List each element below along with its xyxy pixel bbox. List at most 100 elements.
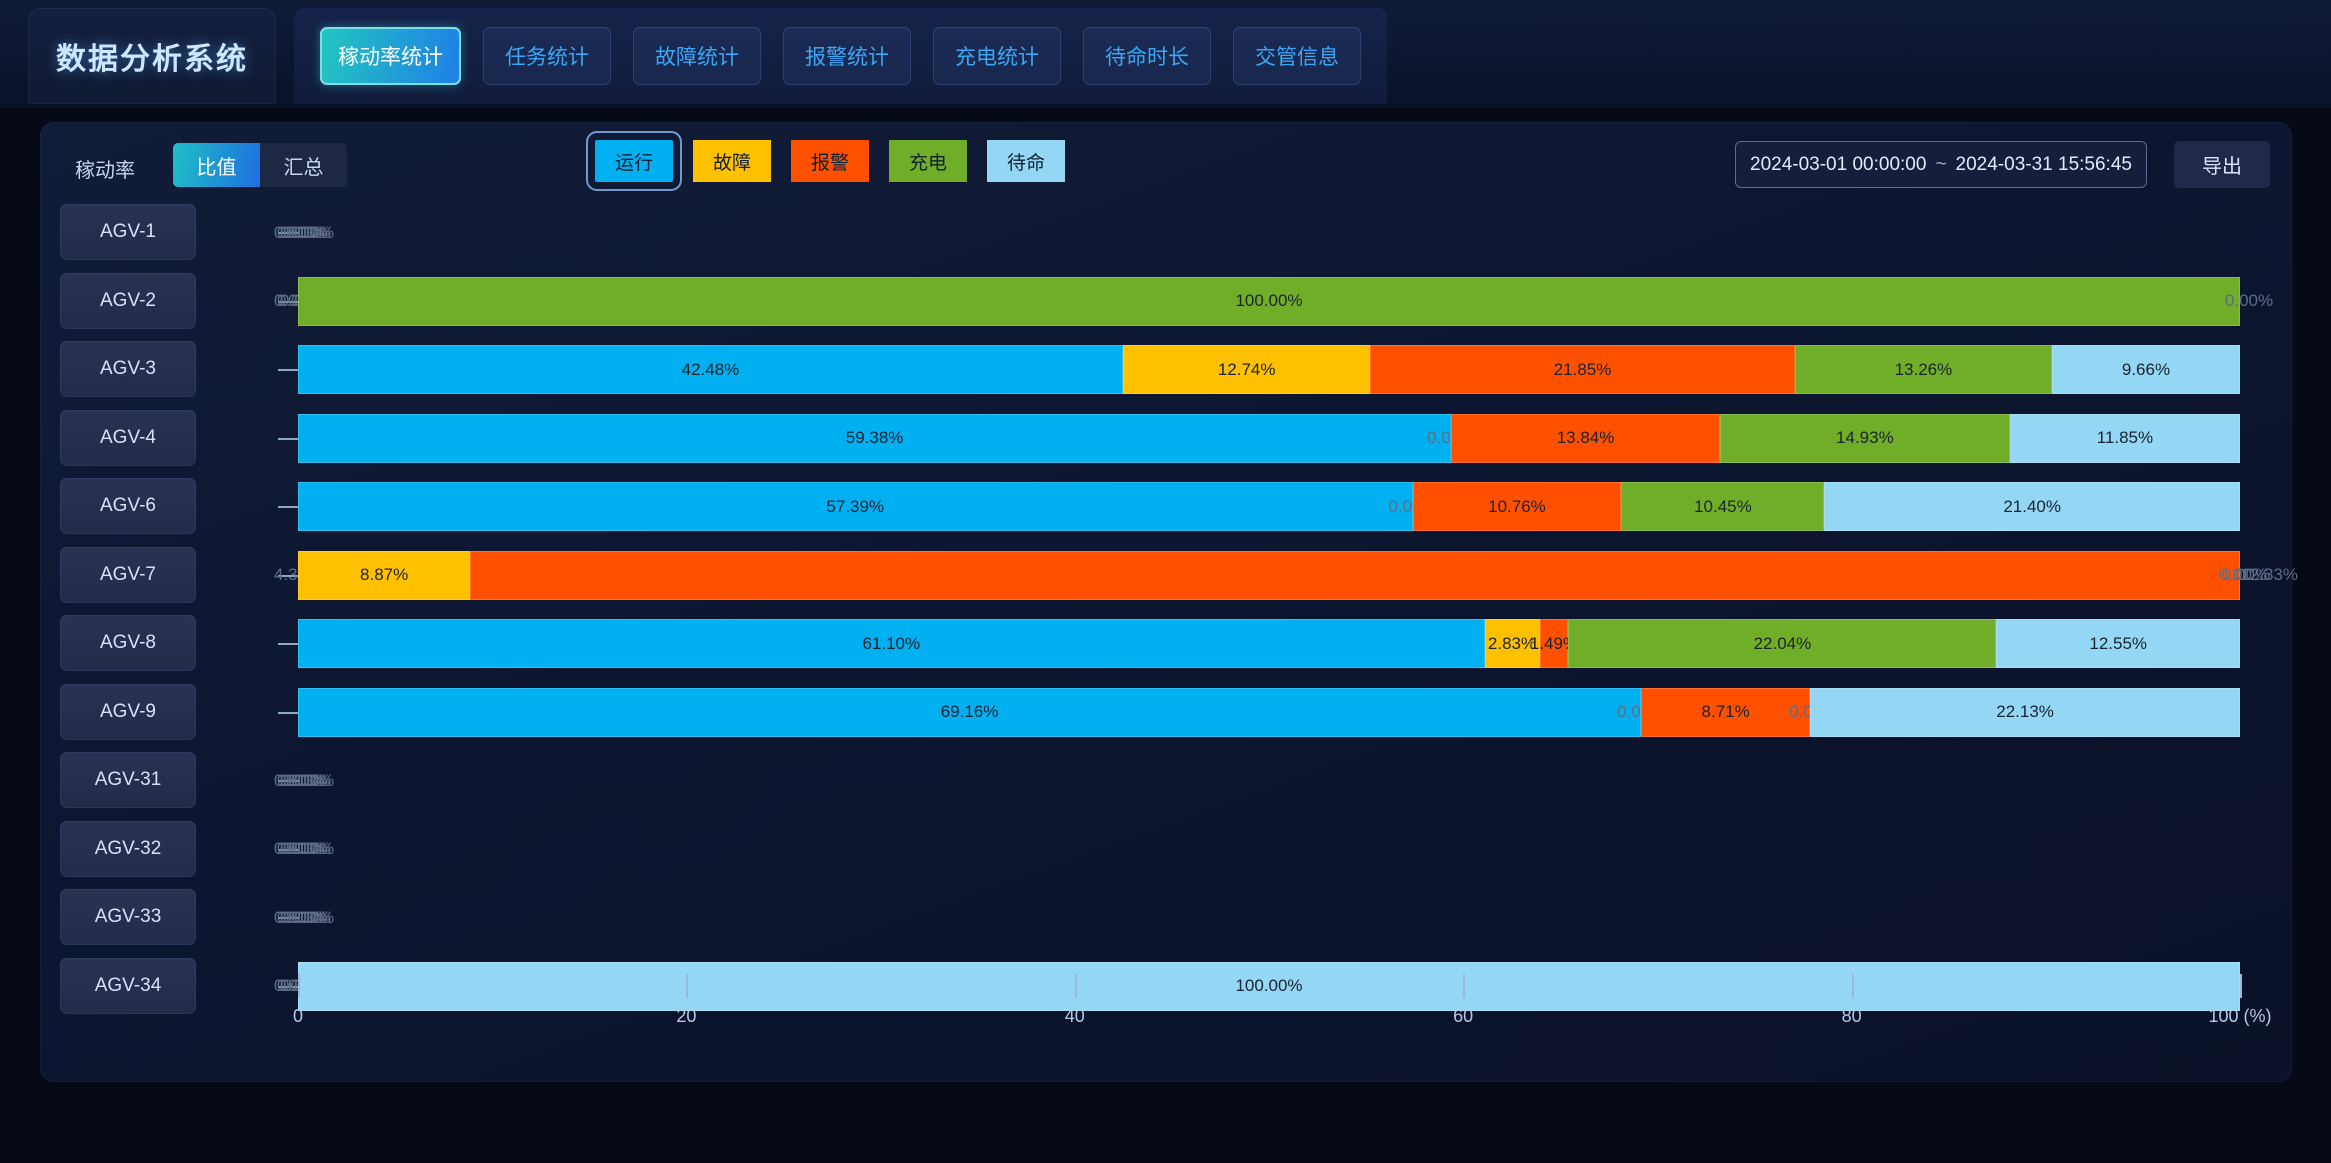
bar-segment-value: 8.87% xyxy=(360,565,409,584)
bar-segment-value: 14.93% xyxy=(1836,428,1894,447)
bar-segment-alarm[interactable]: 10.76% xyxy=(1412,482,1622,531)
axis-tick xyxy=(1463,974,1466,998)
bar-segment-value: 11.85% xyxy=(2096,428,2154,447)
export-button[interactable]: 导出 xyxy=(2174,141,2270,188)
row-tick-mark xyxy=(278,780,300,782)
stacked-bar: 57.39%0.00%10.76%10.45%21.40% xyxy=(298,482,2240,531)
legend-item-run[interactable]: 运行 xyxy=(586,131,682,191)
tab-5[interactable]: 待命时长 xyxy=(1083,27,1211,85)
agv-selector-agv-7[interactable]: AGV-7 xyxy=(60,546,196,603)
row-tick-mark xyxy=(278,300,300,303)
axis-tick-label: 20 xyxy=(676,1006,697,1026)
bar-segment-alarm[interactable]: 8.71% xyxy=(1641,687,1811,737)
bar-segment-standby[interactable]: 22.13% xyxy=(1810,687,2240,737)
row-tick-mark xyxy=(278,574,300,577)
row-tick-mark xyxy=(278,369,300,371)
bar-segment-run[interactable]: 69.16% xyxy=(298,687,1642,737)
agv-selector-agv-9[interactable]: AGV-9 xyxy=(60,683,196,740)
row-tick-mark xyxy=(278,711,300,714)
stacked-bar: 0.00% 0.00% 0.00% 0.00% 0.00% xyxy=(274,893,2240,942)
stacked-bar: 0.00% 0.00% 0.00% 0.00% 0.00% xyxy=(274,208,2240,257)
bar-segment-value: 22.04% xyxy=(1753,633,1812,653)
agv-selector-agv-8[interactable]: AGV-8 xyxy=(60,615,196,671)
chart-row: AGV-459.38%0.00%13.84%14.93%11.85% xyxy=(40,406,2292,474)
bar-segment-value: 112.33% xyxy=(2232,565,2298,584)
stacked-bar: 61.10% 2.83% 1.49% 22.04% 12.55% xyxy=(298,619,2240,668)
bar-segment-run[interactable]: 42.48% xyxy=(298,345,1123,394)
agv-selector-agv-4[interactable]: AGV-4 xyxy=(60,409,196,466)
bar-segment-standby[interactable]: 9.66% xyxy=(2052,345,2240,394)
tab-6[interactable]: 交管信息 xyxy=(1233,27,1361,85)
bar-segment-fault[interactable]: 12.74% xyxy=(1122,345,1371,394)
bar-segment-value: 10.45% xyxy=(1694,496,1752,516)
legend-item-charge[interactable]: 充电 xyxy=(889,140,967,182)
date-range-start: 2024-03-01 00:00:00 xyxy=(1750,153,1927,175)
bar-segment-fault[interactable]: 2.83% xyxy=(1484,619,1540,668)
chart-row: AGV-9 69.16%0.00%8.71%0.00%22.13% xyxy=(40,680,2292,748)
tab-2[interactable]: 故障统计 xyxy=(633,27,761,85)
metric-mode-0[interactable]: 比值 xyxy=(173,143,260,187)
agv-selector-agv-34[interactable]: AGV-34 xyxy=(60,957,196,1014)
stacked-bar: 0.00% 0.00% 0.00% 0.00% 0.00% xyxy=(274,756,2240,805)
bar-segment-standby[interactable]: 21.40% xyxy=(1824,482,2240,531)
tab-0[interactable]: 稼动率统计 xyxy=(320,27,461,85)
row-tick-mark xyxy=(278,985,300,988)
bar-segment-fault[interactable]: 8.87% xyxy=(298,550,471,600)
axis-tick-label: 60 xyxy=(1453,1006,1474,1026)
bar-segment-value: 69.16% xyxy=(940,702,999,721)
agv-selector-agv-33[interactable]: AGV-33 xyxy=(60,889,196,945)
agv-selector-agv-2[interactable]: AGV-2 xyxy=(60,272,196,329)
stacked-bar: 59.38%0.00%13.84%14.93%11.85% xyxy=(298,413,2240,463)
bar-segment-run[interactable]: 57.39% xyxy=(298,482,1413,531)
control-bar: 稼动率 比值 汇总 运行 故障 报警 充电 待命 2024-03-01 00:00:00 … xyxy=(40,131,2292,196)
chart-row: AGV-74.34%8.87%112.33%0.00%0.00% xyxy=(40,543,2298,611)
chart-row: AGV-2 0.00%0.00%0.00%100.00%0.00% xyxy=(40,269,2292,337)
bar-segment-run[interactable]: 61.10% xyxy=(298,619,1485,668)
stacked-bar: 69.16%0.00%8.71%0.00%22.13% xyxy=(298,687,2240,737)
axis-tick xyxy=(2240,974,2242,998)
bar-segment-value: 21.85% xyxy=(1553,359,1612,379)
bar-segment-charge[interactable]: 100.00% xyxy=(298,276,2240,326)
bar-segment-alarm[interactable]: 21.85% xyxy=(1370,345,1795,394)
bar-segment-standby[interactable]: 12.55% xyxy=(1996,619,2240,668)
agv-selector-agv-1[interactable]: AGV-1 xyxy=(60,204,196,260)
bar-segment-charge[interactable]: 22.04% xyxy=(1568,619,1997,668)
stacked-bar: 0.00%0.00%0.00%100.00%0.00% xyxy=(274,276,2273,326)
bar-segment-value: 2.83% xyxy=(1487,633,1537,653)
row-tick-mark xyxy=(278,917,300,919)
tab-3[interactable]: 报警统计 xyxy=(783,27,911,85)
agv-selector-agv-32[interactable]: AGV-32 xyxy=(60,820,196,877)
bar-segment-charge[interactable]: 10.45% xyxy=(1621,482,1825,531)
bar-segment-alarm[interactable]: 112.33% xyxy=(470,550,2298,600)
bar-segment-charge[interactable]: 13.26% xyxy=(1794,345,2053,394)
bar-segment-value: 42.48% xyxy=(681,359,740,379)
tab-1[interactable]: 任务统计 xyxy=(483,27,611,85)
utilization-bar-chart: AGV-1 0.00%0.00%0.00%0.00%0.00% AGV-2 0.00%… xyxy=(40,200,2298,1080)
tab-4[interactable]: 充电统计 xyxy=(933,27,1061,85)
legend-item-alarm[interactable]: 报警 xyxy=(791,140,869,182)
bar-segment-run[interactable]: 59.38% xyxy=(298,413,1452,463)
metric-label: 稼动率 xyxy=(75,160,135,182)
axis-tick xyxy=(1074,974,1077,998)
bar-segment-charge[interactable]: 14.93% xyxy=(1719,413,2010,463)
axis-tick-label: 100 (%) xyxy=(2208,1006,2272,1026)
bar-segment-alarm[interactable]: 13.84% xyxy=(1451,413,1720,463)
date-range-picker[interactable]: 2024-03-01 00:00:00 ~ 2024-03-31 15:56:4… xyxy=(1735,141,2147,188)
main-tab-bar: 稼动率统计 任务统计 故障统计 报警统计 充电统计 待命时长 交管信息 xyxy=(294,8,1387,104)
agv-selector-agv-6[interactable]: AGV-6 xyxy=(60,478,196,534)
bar-segment-value: 12.55% xyxy=(2089,633,2148,653)
axis-tick xyxy=(298,974,300,998)
metric-mode-1[interactable]: 汇总 xyxy=(283,156,324,179)
agv-selector-agv-3[interactable]: AGV-3 xyxy=(60,341,196,397)
agv-selector-agv-31[interactable]: AGV-31 xyxy=(60,752,196,808)
date-range-end: 2024-03-31 15:56:45 xyxy=(1955,153,2132,175)
legend-item-standby[interactable]: 待命 xyxy=(987,140,1065,182)
bar-segment-standby[interactable]: 11.85% xyxy=(2009,413,2240,463)
chart-row: AGV-32 0.00% 0.00% 0.00% 0.00% 0.00% xyxy=(40,817,2292,885)
row-tick-mark xyxy=(278,232,300,234)
axis-tick xyxy=(1851,974,1854,998)
legend-item-fault[interactable]: 故障 xyxy=(693,140,771,182)
bar-segment-alarm[interactable]: 1.49% xyxy=(1530,619,1578,668)
tab-label: 报警统计 xyxy=(805,46,889,69)
app-title: 数据分析系统 xyxy=(56,43,248,76)
